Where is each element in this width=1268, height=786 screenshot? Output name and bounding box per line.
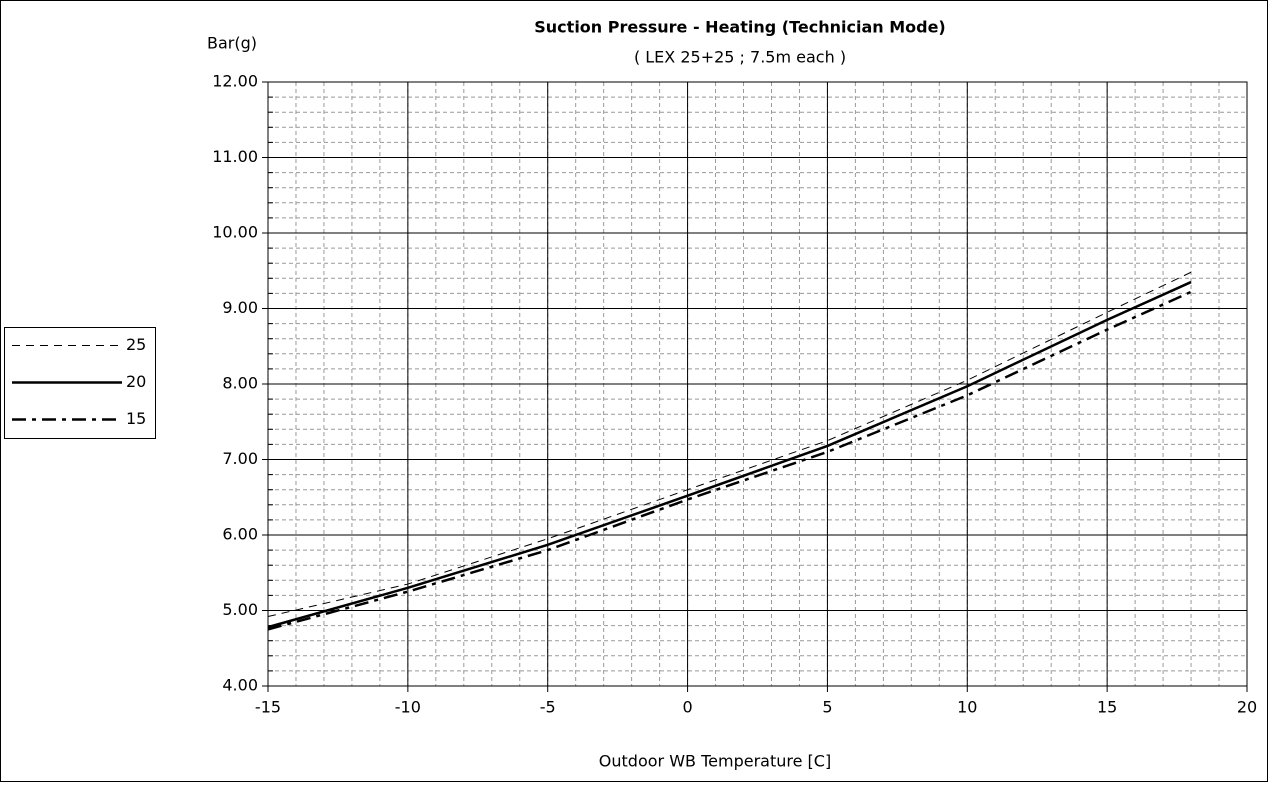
y-tick-label: 5.00 [222,600,258,619]
legend-label: 25 [126,335,146,354]
legend-label: 20 [126,372,146,391]
y-tick-label: 8.00 [222,374,258,393]
x-tick-label: -15 [255,698,281,717]
y-tick-label: 7.00 [222,449,258,468]
y-axis-label: Bar(g) [207,34,257,53]
plot-border [267,81,1248,687]
y-tick-label: 9.00 [222,298,258,317]
x-tick-label: -10 [395,698,421,717]
legend-label: 15 [126,409,146,428]
x-tick-label: 0 [682,698,692,717]
x-axis-label: Outdoor WB Temperature [C] [599,752,831,771]
chart-subtitle: ( LEX 25+25 ; 7.5m each ) [634,48,846,67]
line-series [267,271,1192,618]
line-series [267,290,1192,631]
x-tick-label: -5 [540,698,556,717]
x-tick-label: 5 [822,698,832,717]
x-tick-label: 10 [957,698,977,717]
x-tick-label: 20 [1237,698,1257,717]
y-tick-label: 4.00 [222,676,258,695]
y-tick-label: 12.00 [212,72,258,91]
y-tick-label: 6.00 [222,525,258,544]
y-tick-label: 10.00 [212,223,258,242]
line-series [267,280,1192,629]
x-tick-label: 15 [1097,698,1117,717]
chart-title: Suction Pressure - Heating (Technician M… [534,18,945,37]
y-tick-label: 11.00 [212,147,258,166]
